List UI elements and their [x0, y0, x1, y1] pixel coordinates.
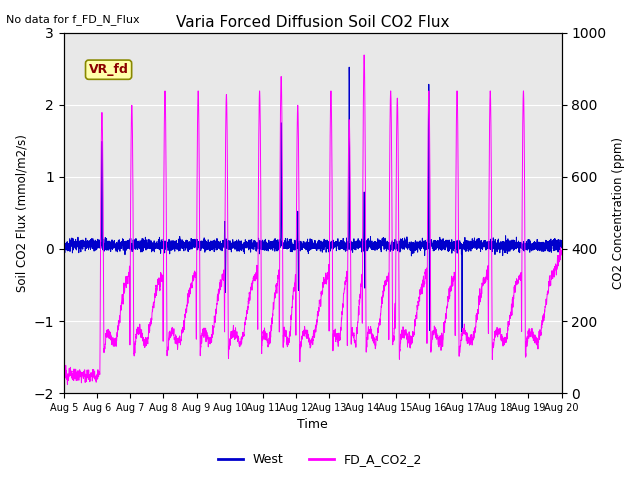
Y-axis label: Soil CO2 Flux (mmol/m2/s): Soil CO2 Flux (mmol/m2/s) — [15, 134, 28, 292]
Title: Varia Forced Diffusion Soil CO2 Flux: Varia Forced Diffusion Soil CO2 Flux — [176, 15, 449, 30]
Y-axis label: CO2 Concentration (ppm): CO2 Concentration (ppm) — [612, 137, 625, 289]
X-axis label: Time: Time — [298, 419, 328, 432]
Text: No data for f_FD_N_Flux: No data for f_FD_N_Flux — [6, 14, 140, 25]
Legend: West, FD_A_CO2_2: West, FD_A_CO2_2 — [213, 448, 427, 471]
Text: VR_fd: VR_fd — [89, 63, 129, 76]
